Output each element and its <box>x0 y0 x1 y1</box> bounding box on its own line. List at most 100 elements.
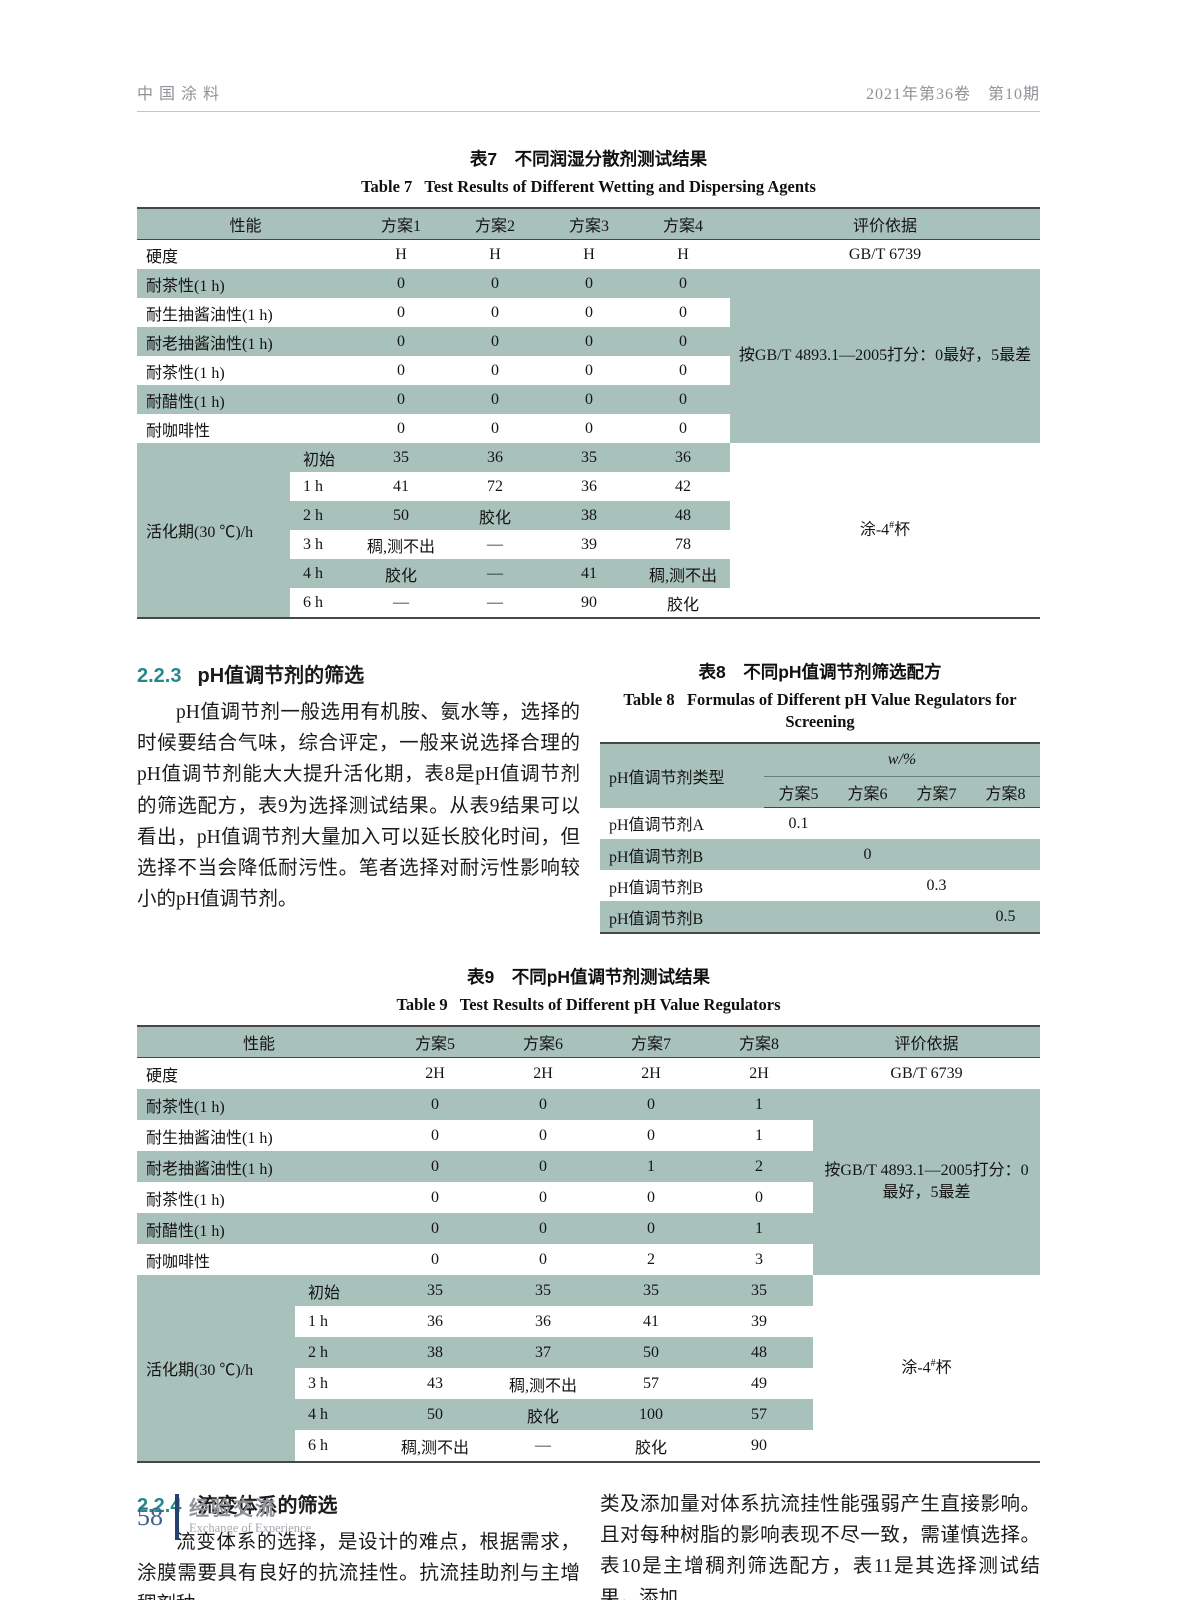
cell: 0 <box>381 1089 490 1120</box>
cell: 稠,测不出 <box>401 1439 470 1457</box>
cell <box>971 870 1040 901</box>
table-row: 方案5 方案6 方案7 方案8 <box>600 776 1040 808</box>
column-header: 方案5 <box>764 776 833 808</box>
table-row: 耐醋性(1 h) 0 0 0 1 <box>137 1213 1040 1244</box>
cell: 41 <box>643 1312 660 1330</box>
table9-block: 表9 不同pH值调节剂测试结果 Table 9 Test Results of … <box>137 964 1040 1463</box>
section-224-heading: 2.2.4 流变体系的筛选 <box>137 1489 580 1518</box>
time-label: 4 h <box>295 1399 382 1430</box>
column-header: 评价依据 <box>730 208 1040 240</box>
row-label: 耐生抽酱油性(1 h) <box>146 306 273 324</box>
table-row: 耐茶性(1 h) 0 0 0 0 <box>137 1182 1040 1213</box>
row-label: 硬度 <box>146 1067 179 1085</box>
time-label: 3 h <box>303 535 323 553</box>
cup-superscript: # <box>889 520 895 532</box>
cell: 2H <box>533 1064 553 1082</box>
cell: 35 <box>597 1275 706 1306</box>
column-header: 方案6 <box>489 1026 598 1058</box>
cell: — <box>487 535 504 553</box>
table7: 性能 方案1 方案2 方案3 方案4 评价依据 硬度 H H H H GB/T … <box>137 207 1040 619</box>
row-label: 耐老抽酱油性(1 h) <box>137 327 355 356</box>
cell: 42 <box>675 477 692 495</box>
section-223-block: 2.2.3 pH值调节剂的筛选 pH值调节剂一般选用有机胺、氨水等，选择的时候要结… <box>137 659 1040 934</box>
cell <box>764 870 833 901</box>
cup-basis-cell: 涂-4#杯 <box>813 1275 1040 1462</box>
time-label: 1 h <box>308 1312 328 1330</box>
cell: 50 <box>597 1337 706 1368</box>
cell <box>764 839 833 870</box>
time-label: 初始 <box>295 1275 382 1306</box>
cell: 0 <box>597 1213 706 1244</box>
cell: 100 <box>597 1399 706 1430</box>
cup-superscript: # <box>930 1358 936 1370</box>
cell: 2H <box>425 1064 445 1082</box>
table-row: 性能 方案1 方案2 方案3 方案4 评价依据 <box>137 208 1040 240</box>
cell: 0 <box>448 269 543 298</box>
column-header: 方案6 <box>833 776 902 808</box>
cell: 稠,测不出 <box>636 559 731 588</box>
cell: 36 <box>448 443 543 472</box>
cell: 2 <box>705 1151 814 1182</box>
row-label: pH值调节剂B <box>600 839 764 870</box>
cell: 0 <box>354 269 449 298</box>
row-label: 耐咖啡性 <box>146 1253 211 1271</box>
cell: 0 <box>597 1089 706 1120</box>
cell: 0 <box>431 1250 440 1268</box>
cell: 0 <box>431 1188 440 1206</box>
section-title: 流变体系的筛选 <box>197 1495 338 1517</box>
cell: 0 <box>489 1213 598 1244</box>
section-223-paragraph: pH值调节剂一般选用有机胺、氨水等，选择的时候要结合气味，综合评定，一般来说选择… <box>137 702 580 911</box>
table-row: pH值调节剂B 0.3 <box>600 870 1040 901</box>
cell: GB/T 6739 <box>848 245 922 263</box>
cell: 0 <box>539 1250 548 1268</box>
table7-title-cn: 表7 不同润湿分散剂测试结果 <box>469 149 708 169</box>
cell: — <box>535 1436 552 1454</box>
table8: pH值调节剂类型 w/% 方案5 方案6 方案7 方案8 pH值调节剂A 0.1 <box>600 742 1040 934</box>
table8-column: 表8 不同pH值调节剂筛选配方 Table 8 Formulas of Diff… <box>600 659 1040 934</box>
time-label: 6 h <box>308 1436 328 1454</box>
table-row: 性能 方案5 方案6 方案7 方案8 评价依据 <box>137 1026 1040 1058</box>
cell: 0 <box>448 385 543 414</box>
cell: 0 <box>489 1089 598 1120</box>
cell: — <box>487 593 504 611</box>
cell: 0 <box>679 303 688 321</box>
section-224-paragraph-left: 流变体系的选择，是设计的难点，根据需求，涂膜需要具有良好的抗流挂性。抗流挂助剂与… <box>137 1532 580 1600</box>
row-label: 耐老抽酱油性(1 h) <box>137 1151 382 1182</box>
table7-block: 表7 不同润湿分散剂测试结果 Table 7 Test Results of D… <box>137 146 1040 619</box>
row-label: 耐生抽酱油性(1 h) <box>146 1129 273 1147</box>
column-header: 性能 <box>137 1026 382 1058</box>
table-row: 耐茶性(1 h) 0 0 0 0 按GB/T 4893.1—2005打分：0最好… <box>137 269 1040 443</box>
cell <box>902 901 971 933</box>
column-header: 方案7 <box>902 776 971 808</box>
section-223-text-column: 2.2.3 pH值调节剂的筛选 pH值调节剂一般选用有机胺、氨水等，选择的时候要结… <box>137 659 580 934</box>
row-label: 耐茶性(1 h) <box>146 364 225 382</box>
table-row: 4 h 50 胶化 100 57 <box>137 1399 1040 1430</box>
cell: 0 <box>489 1151 598 1182</box>
cell: 1 <box>705 1089 814 1120</box>
cell: 57 <box>643 1374 660 1392</box>
cell <box>971 808 1040 840</box>
table-row: pH值调节剂类型 w/% <box>600 743 1040 808</box>
time-label: 1 h <box>303 477 323 495</box>
time-label: 4 h <box>290 559 355 588</box>
cell: 0 <box>491 303 500 321</box>
cell: 49 <box>751 1374 768 1392</box>
cell: GB/T 6739 <box>890 1064 963 1082</box>
cell: 90 <box>751 1436 768 1454</box>
cell: 50 <box>354 501 449 530</box>
cell: 胶化 <box>448 501 543 530</box>
cell: 48 <box>705 1337 814 1368</box>
section-223-heading: 2.2.3 pH值调节剂的筛选 <box>137 659 580 688</box>
table-row: 耐咖啡性 0 0 0 0 <box>137 414 1040 443</box>
cell: 1 <box>755 1126 764 1144</box>
section-number: 2.2.4 <box>137 1495 182 1517</box>
cell: 1 <box>597 1151 706 1182</box>
activation-row-label: 活化期(30 ℃)/h <box>137 1275 295 1462</box>
cell: 2 <box>647 1250 656 1268</box>
cell: 48 <box>636 501 731 530</box>
row-label: 耐茶性(1 h) <box>137 1089 382 1120</box>
table-row: 6 h 稠,测不出 — 胶化 90 <box>137 1430 1040 1462</box>
table-row: 2 h 38 37 50 48 <box>137 1337 1040 1368</box>
time-label: 3 h <box>308 1374 328 1392</box>
cell: 0 <box>636 269 731 298</box>
